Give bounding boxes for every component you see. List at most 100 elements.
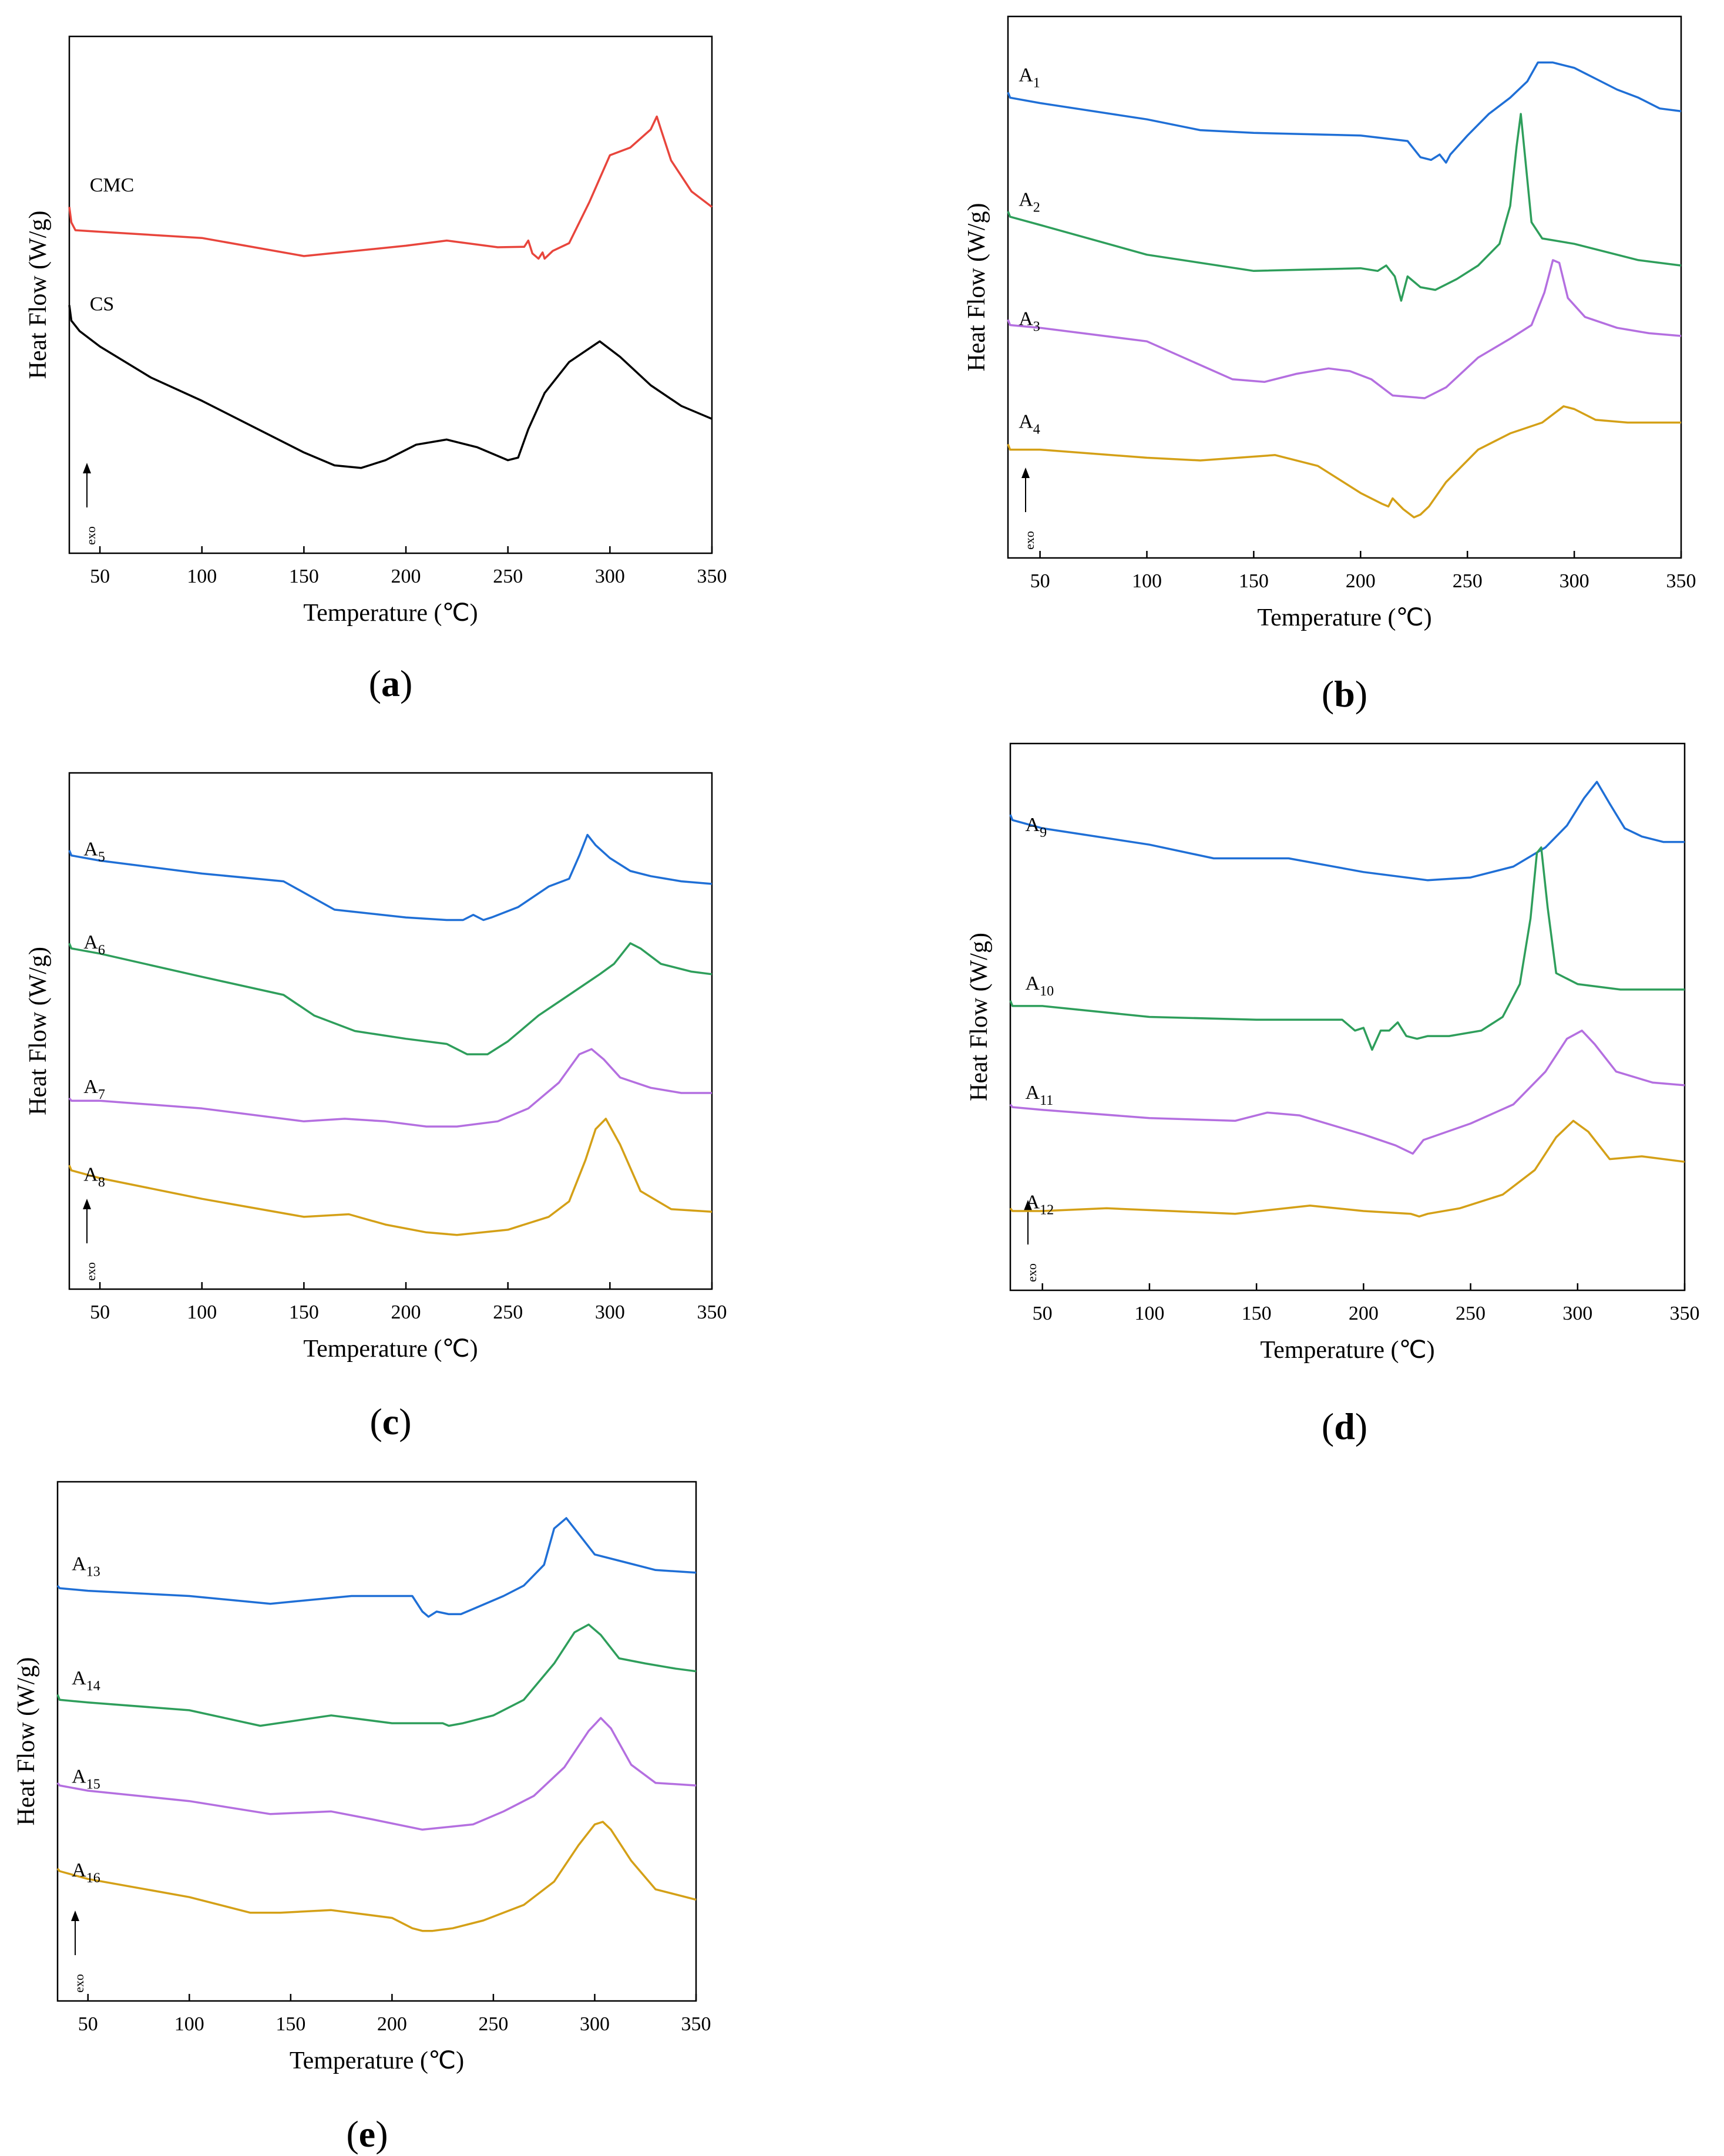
panel-label: (b) [1322, 673, 1367, 715]
panel-label: (c) [369, 1401, 411, 1442]
x-tick-label: 250 [1456, 1303, 1486, 1324]
exo-label: exo [83, 1262, 98, 1281]
x-tick-label: 100 [1134, 1303, 1164, 1324]
x-axis-label: Temperature (℃) [303, 600, 478, 627]
exo-label: exo [83, 526, 98, 545]
x-tick-label: 200 [391, 1301, 421, 1323]
x-tick-label: 200 [1346, 570, 1376, 592]
series-line-a16 [56, 1821, 697, 1932]
x-tick-label: 50 [90, 1301, 110, 1323]
x-tick-label: 350 [697, 1301, 727, 1323]
x-tick-label: 200 [1349, 1303, 1379, 1324]
series-line-a5 [68, 833, 713, 921]
x-tick-label: 150 [275, 2013, 305, 2035]
series-label: CS [90, 293, 115, 315]
series-label: A12 [1026, 1191, 1054, 1217]
series-label: A7 [83, 1076, 105, 1102]
series-label: A2 [1019, 189, 1040, 216]
x-tick-label: 150 [1242, 1303, 1272, 1324]
x-tick-label: 100 [187, 566, 217, 587]
y-axis-label: Heat Flow (W/g) [966, 933, 993, 1101]
x-tick-label: 300 [1560, 570, 1589, 592]
chart-panel-b: 50 100 150 200 250 300 350 Temperature (℃) Heat … [963, 15, 1696, 715]
series-label: A14 [72, 1667, 100, 1694]
exo-label: exo [72, 1974, 86, 1993]
x-tick-label: 350 [1670, 1303, 1700, 1324]
series-line-a1 [1007, 61, 1682, 164]
exo-arrowhead [1021, 467, 1030, 478]
series-label: A11 [1026, 1082, 1054, 1108]
exo-label: exo [1024, 1263, 1039, 1282]
series-label: A1 [1019, 65, 1040, 91]
x-tick-label: 100 [187, 1301, 217, 1323]
series-label: CMC [90, 174, 135, 196]
x-axis-label: Temperature (℃) [1257, 604, 1431, 631]
y-axis-label: Heat Flow (W/g) [13, 1657, 40, 1826]
x-tick-label: 300 [1562, 1303, 1592, 1324]
x-tick-label: 350 [1666, 570, 1696, 592]
series-line-a2 [1007, 113, 1682, 302]
panel-label: (a) [369, 662, 413, 704]
series-label: A13 [72, 1553, 100, 1579]
series-line-a7 [68, 1048, 712, 1128]
y-axis-label: Heat Flow (W/g) [25, 947, 52, 1115]
plot-frame [56, 1481, 697, 2002]
series-line-a8 [68, 1118, 713, 1236]
series-label: A16 [72, 1859, 100, 1886]
series-label: A10 [1026, 973, 1054, 999]
panel-label: (e) [346, 2113, 388, 2155]
plot-frame [68, 772, 713, 1290]
plot-frame [1007, 15, 1682, 559]
x-tick-label: 50 [90, 566, 110, 587]
series-label: A3 [1019, 308, 1040, 335]
x-tick-label: 150 [289, 1301, 319, 1323]
exo-arrowhead [83, 463, 91, 473]
x-tick-label: 350 [681, 2013, 711, 2035]
chart-panel-e: 50 100 150 200 250 300 350 Temperature (℃) Heat … [13, 1481, 711, 2155]
plot-frame [68, 35, 713, 554]
series-line-cmc [68, 115, 713, 260]
series-line-a10 [1009, 846, 1685, 1051]
exo-label: exo [1022, 531, 1037, 550]
series-label: A5 [83, 839, 105, 865]
x-axis-label: Temperature (℃) [303, 1336, 478, 1363]
series-line-a11 [1009, 1030, 1685, 1155]
chart-panel-a: 50 100 150 200 250 300 350 Temperature (℃) Heat … [25, 35, 727, 704]
exo-arrowhead [83, 1199, 91, 1209]
series-label: A6 [83, 931, 105, 958]
x-axis-label: Temperature (℃) [290, 2047, 464, 2074]
x-tick-label: 250 [1453, 570, 1483, 592]
x-tick-label: 250 [493, 1301, 523, 1323]
series-line-a3 [1007, 259, 1682, 399]
x-tick-label: 250 [478, 2013, 508, 2035]
series-label: A8 [83, 1163, 105, 1190]
x-tick-label: 150 [1239, 570, 1269, 592]
series-line-a9 [1009, 781, 1685, 882]
x-tick-label: 200 [377, 2013, 407, 2035]
x-tick-label: 100 [1132, 570, 1162, 592]
series-line-a13 [56, 1517, 697, 1618]
x-tick-label: 50 [78, 2013, 98, 2035]
chart-panel-d: 50 100 150 200 250 300 350 Temperature (℃) Heat … [966, 742, 1700, 1447]
x-tick-label: 250 [493, 566, 523, 587]
x-tick-label: 100 [174, 2013, 204, 2035]
series-line-a6 [68, 942, 713, 1055]
exo-arrowhead [71, 1911, 79, 1921]
series-line-a4 [1007, 405, 1681, 519]
x-tick-label: 200 [391, 566, 421, 587]
series-line-a12 [1009, 1119, 1685, 1218]
x-tick-label: 300 [595, 566, 625, 587]
y-axis-label: Heat Flow (W/g) [963, 203, 990, 372]
x-axis-label: Temperature (℃) [1260, 1337, 1434, 1364]
x-tick-label: 150 [289, 566, 319, 587]
exo-arrowhead [1024, 1200, 1032, 1210]
plot-frame [1009, 742, 1686, 1291]
x-tick-label: 350 [697, 566, 727, 587]
series-label: A9 [1026, 814, 1047, 840]
series-line-cs [68, 305, 713, 469]
series-label: A4 [1019, 411, 1040, 438]
chart-panel-c: 50 100 150 200 250 300 350 Temperature (℃) Heat … [25, 772, 727, 1442]
series-line-a14 [56, 1623, 697, 1727]
x-tick-label: 50 [1033, 1303, 1053, 1324]
